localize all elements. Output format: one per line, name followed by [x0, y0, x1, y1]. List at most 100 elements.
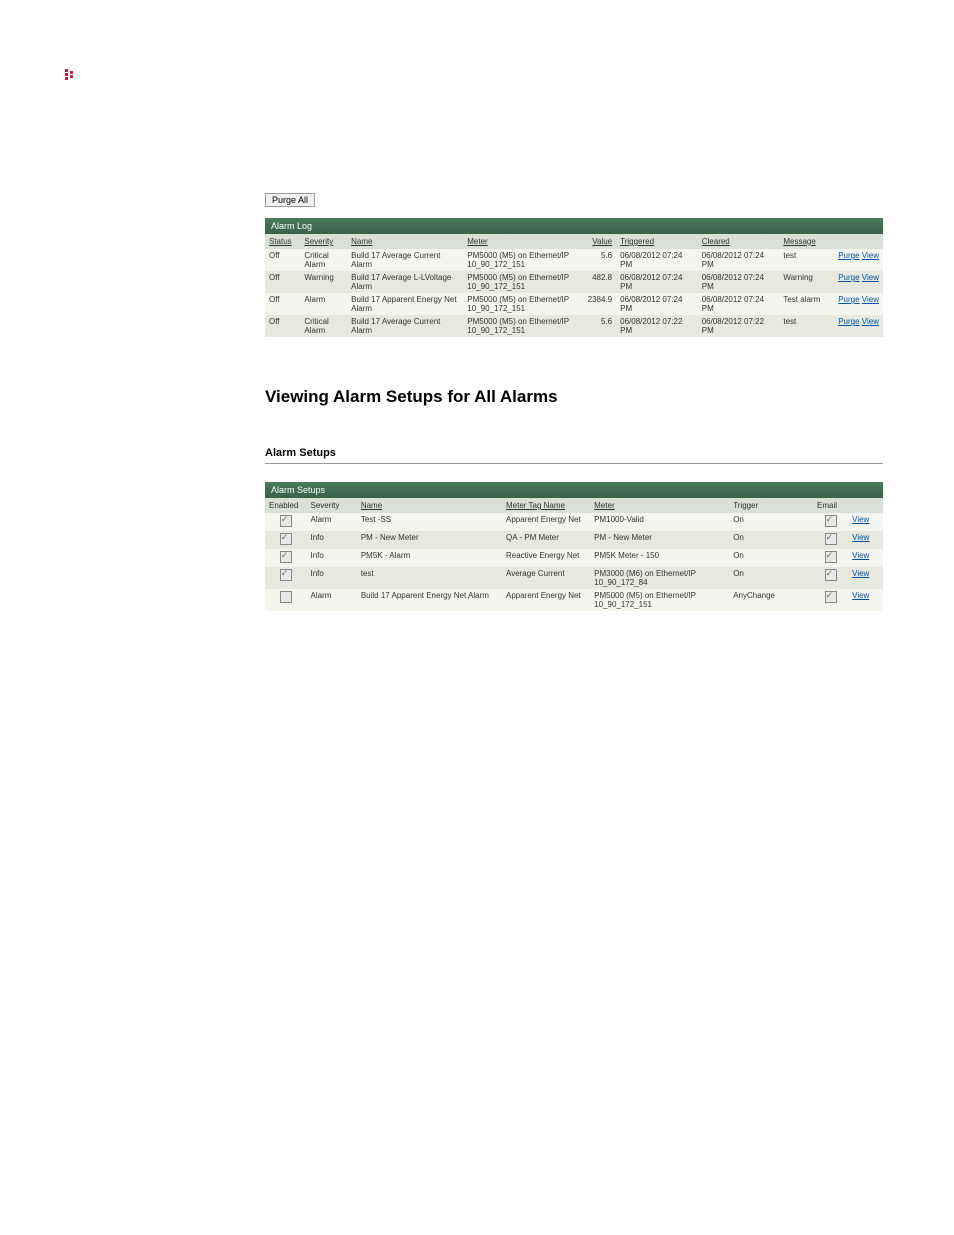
table-row: OffCritical AlarmBuild 17 Average Curren… [265, 315, 883, 337]
cell-email [813, 589, 848, 611]
purge-link[interactable]: Purge [838, 251, 859, 260]
cell-trigger: On [729, 513, 813, 531]
cell-meter: PM5K Meter - 150 [590, 549, 729, 567]
purge-all-button[interactable]: Purge All [265, 193, 315, 207]
col-severity2: Severity [306, 498, 356, 513]
col-value[interactable]: Value [577, 234, 616, 249]
email-checkbox[interactable] [825, 551, 837, 563]
cell-value: 5.6 [577, 315, 616, 337]
cell-triggered: 06/08/2012 07:24 PM [616, 249, 698, 271]
cell-triggered: 06/08/2012 07:22 PM [616, 315, 698, 337]
alarm-setups-table: Enabled Severity Name Meter Tag Name Met… [265, 498, 883, 611]
col-cleared[interactable]: Cleared [698, 234, 780, 249]
col-metertag[interactable]: Meter Tag Name [502, 498, 590, 513]
cell-name: PM - New Meter [357, 531, 502, 549]
cell-view: View [848, 589, 883, 611]
col-meter[interactable]: Meter [463, 234, 577, 249]
table-row: InfoPM - New MeterQA - PM MeterPM - New … [265, 531, 883, 549]
view-link[interactable]: View [852, 515, 869, 524]
enabled-checkbox[interactable] [280, 533, 292, 545]
cell-value: 5.6 [577, 249, 616, 271]
col-triggered[interactable]: Triggered [616, 234, 698, 249]
cell-enabled [265, 531, 306, 549]
alarm-setups-container: Alarm Setups Alarm Setups Enabled Severi… [265, 447, 883, 611]
cell-severity: Alarm [306, 589, 356, 611]
table-row: InfoPM5K - AlarmReactive Energy NetPM5K … [265, 549, 883, 567]
cell-severity: Info [306, 567, 356, 589]
enabled-checkbox[interactable] [280, 551, 292, 563]
purge-link[interactable]: Purge [838, 317, 859, 326]
view-link[interactable]: View [852, 569, 869, 578]
enabled-checkbox[interactable] [280, 591, 292, 603]
table-row: OffWarningBuild 17 Average L-LVoltage Al… [265, 271, 883, 293]
cell-name: Build 17 Average L-LVoltage Alarm [347, 271, 463, 293]
view-link[interactable]: View [862, 251, 879, 260]
cell-meter: PM5000 (M5) on Ethernet/IP 10_90_172_151 [590, 589, 729, 611]
cell-meter: PM - New Meter [590, 531, 729, 549]
col-severity[interactable]: Severity [300, 234, 347, 249]
cell-meter-tag: QA - PM Meter [502, 531, 590, 549]
cell-severity: Critical Alarm [300, 249, 347, 271]
email-checkbox[interactable] [825, 515, 837, 527]
view-link[interactable]: View [852, 591, 869, 600]
alarm-log-table-container: Alarm Log Status Severity Name Meter Val… [265, 218, 883, 337]
view-link[interactable]: View [862, 273, 879, 282]
cell-name: Build 17 Average Current Alarm [347, 315, 463, 337]
alarm-log-table: Status Severity Name Meter Value Trigger… [265, 234, 883, 337]
cell-view: View [848, 513, 883, 531]
cell-trigger: On [729, 549, 813, 567]
cell-trigger: On [729, 567, 813, 589]
cell-meter: PM5000 (M5) on Ethernet/IP 10_90_172_151 [463, 271, 577, 293]
cell-meter-tag: Average Current [502, 567, 590, 589]
cell-actions: Purge View [828, 249, 883, 271]
cell-enabled [265, 513, 306, 531]
col-email: Email [813, 498, 848, 513]
table-row: AlarmTest -SSApparent Energy NetPM1000-V… [265, 513, 883, 531]
enabled-checkbox[interactable] [280, 569, 292, 581]
cell-meter: PM5000 (M5) on Ethernet/IP 10_90_172_151 [463, 315, 577, 337]
cell-actions: Purge View [828, 293, 883, 315]
cell-cleared: 06/08/2012 07:22 PM [698, 315, 780, 337]
email-checkbox[interactable] [825, 591, 837, 603]
cell-name: test [357, 567, 502, 589]
cell-cleared: 06/08/2012 07:24 PM [698, 293, 780, 315]
view-link[interactable]: View [862, 295, 879, 304]
enabled-checkbox[interactable] [280, 515, 292, 527]
col-status[interactable]: Status [265, 234, 300, 249]
table-row: OffCritical AlarmBuild 17 Average Curren… [265, 249, 883, 271]
col-name[interactable]: Name [347, 234, 463, 249]
purge-link[interactable]: Purge [838, 295, 859, 304]
cell-cleared: 06/08/2012 07:24 PM [698, 271, 780, 293]
view-link[interactable]: View [852, 533, 869, 542]
cell-name: Build 17 Average Current Alarm [347, 249, 463, 271]
view-link[interactable]: View [852, 551, 869, 560]
col-name2[interactable]: Name [357, 498, 502, 513]
table-row: AlarmBuild 17 Apparent Energy Net AlarmA… [265, 589, 883, 611]
cell-email [813, 549, 848, 567]
cell-message: test [779, 249, 828, 271]
cell-severity: Critical Alarm [300, 315, 347, 337]
view-link[interactable]: View [862, 317, 879, 326]
cell-status: Off [265, 293, 300, 315]
cell-status: Off [265, 271, 300, 293]
alarm-setups-heading: Alarm Setups [265, 447, 883, 459]
cell-enabled [265, 549, 306, 567]
cell-name: Build 17 Apparent Energy Net Alarm [347, 293, 463, 315]
cell-name: Test -SS [357, 513, 502, 531]
cell-message: test [779, 315, 828, 337]
cell-triggered: 06/08/2012 07:24 PM [616, 293, 698, 315]
alarm-log-title: Alarm Log [265, 218, 883, 234]
cell-name: PM5K - Alarm [357, 549, 502, 567]
cell-meter-tag: Apparent Energy Net [502, 589, 590, 611]
page-brand-icon [64, 68, 78, 82]
col-message[interactable]: Message [779, 234, 828, 249]
cell-name: Build 17 Apparent Energy Net Alarm [357, 589, 502, 611]
col-meter2[interactable]: Meter [590, 498, 729, 513]
email-checkbox[interactable] [825, 569, 837, 581]
table-row: OffAlarmBuild 17 Apparent Energy Net Ala… [265, 293, 883, 315]
cell-meter: PM1000-Valid [590, 513, 729, 531]
section-heading: Viewing Alarm Setups for All Alarms [265, 387, 885, 407]
cell-status: Off [265, 249, 300, 271]
email-checkbox[interactable] [825, 533, 837, 545]
purge-link[interactable]: Purge [838, 273, 859, 282]
